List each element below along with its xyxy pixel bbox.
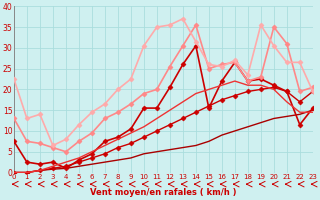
X-axis label: Vent moyen/en rafales ( km/h ): Vent moyen/en rafales ( km/h ) [90, 188, 236, 197]
